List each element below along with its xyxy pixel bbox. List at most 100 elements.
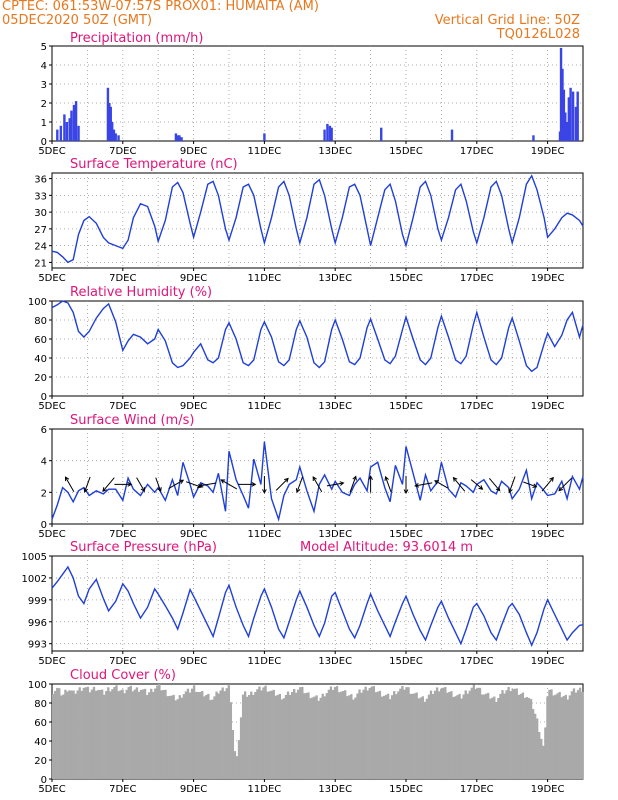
- cloud-bar: [440, 688, 443, 779]
- wind-arrow-head: [251, 482, 257, 487]
- header-grid-note: Vertical Grid Line: 50Z: [434, 13, 580, 28]
- cloud-bar: [462, 694, 465, 779]
- cloud-bar: [503, 693, 506, 779]
- cloud-ytick-label: 20: [34, 756, 47, 767]
- wind-ytick-label: 4: [41, 457, 47, 468]
- cloud-bar: [207, 693, 210, 779]
- precip-ytick-label: 0: [41, 137, 47, 148]
- cloud-bar: [231, 730, 235, 779]
- cloud-bar: [372, 686, 375, 779]
- cloud-bar: [356, 693, 359, 779]
- cloud-bar: [307, 692, 310, 779]
- temp-ytick-label: 30: [34, 208, 47, 219]
- wind-arrow-head: [295, 488, 301, 494]
- cloud-bar: [427, 694, 431, 779]
- pressure-ytick-label: 999: [28, 596, 47, 607]
- cloud-bar: [525, 697, 529, 779]
- cloud-bar: [578, 687, 582, 779]
- precip-bar: [114, 133, 117, 141]
- cloud-bar: [337, 692, 341, 779]
- cloud-bar: [125, 689, 128, 779]
- cloud-bar: [576, 690, 580, 779]
- cloud-bar: [437, 691, 441, 779]
- cloud-bar: [380, 696, 384, 779]
- wind-arrow-head: [352, 475, 357, 481]
- cloud-bar: [472, 684, 476, 779]
- cloud-bar: [323, 696, 326, 779]
- wind-arrow-head: [414, 483, 420, 488]
- temp-xtick-label: 9DEC: [180, 273, 207, 284]
- wind-arrow: [220, 479, 238, 490]
- rh-ytick-label: 80: [34, 316, 47, 327]
- precip-xtick-label: 17DEC: [460, 146, 494, 157]
- cloud-bar: [246, 696, 249, 779]
- rh-xtick-label: 7DEC: [109, 401, 136, 412]
- cloud-bar: [164, 689, 167, 779]
- cloud-bar: [101, 689, 104, 779]
- cloud-bar: [248, 694, 251, 779]
- cloud-bar: [156, 685, 159, 779]
- precip-xtick-label: 9DEC: [180, 146, 207, 157]
- wind-arrow: [541, 477, 554, 492]
- cloud-bar: [482, 694, 486, 779]
- cloud-bar: [215, 691, 218, 779]
- pressure-xtick-label: 9DEC: [180, 656, 207, 667]
- cloud-bar: [478, 687, 482, 779]
- cloud-bar: [162, 690, 165, 779]
- cloud-bar: [219, 690, 222, 779]
- cloud-bar: [417, 698, 420, 779]
- cloud-bar: [497, 698, 500, 779]
- cloud-bar: [452, 697, 455, 779]
- cloud-bar: [542, 745, 545, 779]
- pressure-xtick-label: 5DEC: [38, 656, 65, 667]
- cloud-bar: [429, 690, 433, 779]
- cloud-bar: [580, 691, 584, 779]
- rh-title: Relative Humidity (%): [70, 285, 212, 300]
- wind-xtick-label: 7DEC: [109, 529, 136, 540]
- wind-arrow-head: [179, 479, 185, 484]
- cloud-bar: [168, 695, 171, 779]
- cloud-bar: [88, 692, 92, 779]
- wind-arrow-head: [368, 475, 373, 480]
- cloud-bar: [450, 691, 453, 779]
- cloud-bar: [319, 697, 322, 779]
- wind-title: Surface Wind (m/s): [70, 413, 194, 428]
- temp-xtick-label: 19DEC: [531, 273, 565, 284]
- precip-bar: [178, 135, 181, 141]
- cloud-bar: [217, 693, 220, 779]
- cloud-bar: [213, 696, 216, 779]
- cloud-bar: [480, 694, 484, 779]
- cloud-bar: [233, 751, 237, 779]
- cloud-bar: [223, 691, 226, 779]
- cloud-bar: [274, 695, 277, 779]
- cloud-bar: [527, 698, 531, 779]
- cloud-bar: [493, 696, 496, 779]
- wind-arrow-head: [198, 482, 204, 488]
- cloud-bar: [466, 693, 469, 779]
- cloud-bar: [474, 689, 478, 779]
- wind-arrow-head: [339, 481, 345, 486]
- cloud-bar: [98, 689, 102, 779]
- precip-bar: [110, 122, 114, 141]
- cloud-bar: [531, 709, 535, 779]
- cloud-bar: [327, 689, 331, 779]
- rh-ytick-label: 60: [34, 335, 47, 346]
- cloud-bar: [160, 690, 163, 779]
- precip-xtick-label: 7DEC: [109, 146, 136, 157]
- wind-arrow-head: [102, 487, 107, 492]
- cloud-bar: [303, 693, 306, 779]
- wind-arrow: [349, 476, 357, 493]
- wind-arrow-head: [452, 476, 458, 482]
- wind-arrow: [523, 481, 537, 488]
- cloud-bar: [182, 694, 186, 779]
- wind-xtick-label: 9DEC: [180, 529, 207, 540]
- cloud-bar: [72, 690, 75, 779]
- wind-arrow: [102, 477, 115, 492]
- cloud-bar: [311, 697, 314, 779]
- precip-bar: [70, 110, 73, 141]
- cloud-bar: [74, 693, 77, 779]
- cloud-bar: [166, 696, 169, 779]
- cloud-bar: [239, 717, 243, 779]
- precip-bar: [328, 125, 332, 141]
- cloud-bar: [282, 698, 286, 779]
